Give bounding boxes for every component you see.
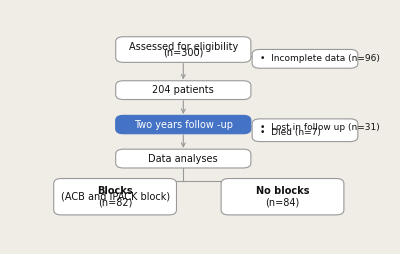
Text: (n=300): (n=300): [163, 47, 204, 57]
FancyBboxPatch shape: [116, 37, 251, 62]
FancyBboxPatch shape: [252, 50, 358, 68]
Text: 204 patients: 204 patients: [152, 85, 214, 95]
FancyBboxPatch shape: [252, 119, 358, 141]
Text: (ACB and IPACK block): (ACB and IPACK block): [60, 192, 170, 202]
Text: Two years follow -up: Two years follow -up: [134, 120, 233, 130]
Text: •  Died (n=7): • Died (n=7): [260, 129, 321, 137]
FancyBboxPatch shape: [54, 179, 176, 215]
FancyBboxPatch shape: [221, 179, 344, 215]
Text: (n=82): (n=82): [98, 198, 132, 208]
FancyBboxPatch shape: [116, 81, 251, 100]
Text: Blocks: Blocks: [97, 186, 133, 196]
Text: •  Lost in follow up (n=31): • Lost in follow up (n=31): [260, 123, 380, 132]
FancyBboxPatch shape: [116, 149, 251, 168]
Text: No blocks: No blocks: [256, 186, 309, 196]
FancyBboxPatch shape: [116, 115, 251, 134]
Text: •  Incomplete data (n=96): • Incomplete data (n=96): [260, 54, 380, 63]
Text: (n=84): (n=84): [265, 198, 300, 208]
Text: Assessed for eligibility: Assessed for eligibility: [129, 42, 238, 52]
Text: Data analyses: Data analyses: [148, 154, 218, 164]
